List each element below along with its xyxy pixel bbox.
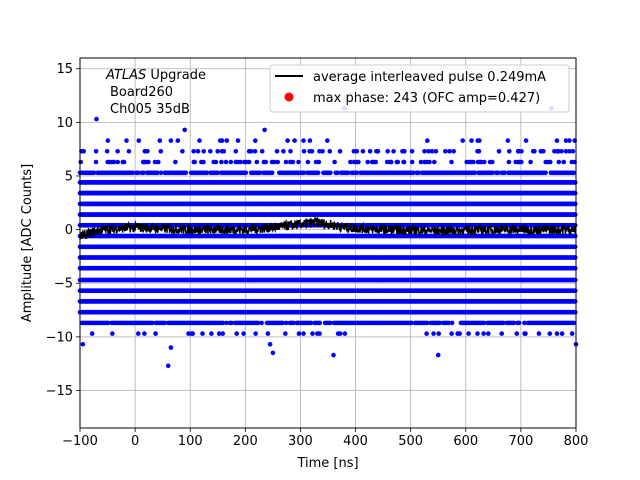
sample-point (573, 277, 578, 283)
sample-point (481, 320, 487, 326)
sample-point (522, 320, 527, 326)
sample-point (328, 320, 333, 326)
sample-point (409, 320, 414, 326)
sample-point (573, 244, 578, 250)
sample-point (284, 320, 289, 326)
sample-point (573, 255, 578, 260)
sample-point (220, 320, 226, 326)
sample-point (150, 320, 155, 326)
sample-point (255, 320, 261, 326)
sample-point (573, 265, 578, 271)
sample-point (449, 320, 455, 326)
sample-point (224, 320, 229, 326)
sample-point (280, 320, 286, 326)
sample-point (501, 320, 506, 326)
sample-point (437, 320, 443, 326)
sample-point (229, 320, 234, 326)
plot-area (80, 58, 576, 428)
sample-point (446, 320, 451, 326)
sample-point (511, 320, 517, 326)
sample-point (308, 320, 314, 326)
sample-point (162, 320, 167, 326)
sample-point (573, 309, 578, 315)
sample-point (105, 320, 111, 326)
sample-point (291, 320, 296, 326)
sample-point (425, 320, 430, 326)
sample-point (317, 320, 323, 326)
sample-point (573, 288, 578, 294)
sample-point (571, 320, 577, 326)
sample-point (516, 320, 522, 326)
sample-point (573, 299, 578, 304)
sample-point (259, 320, 264, 326)
